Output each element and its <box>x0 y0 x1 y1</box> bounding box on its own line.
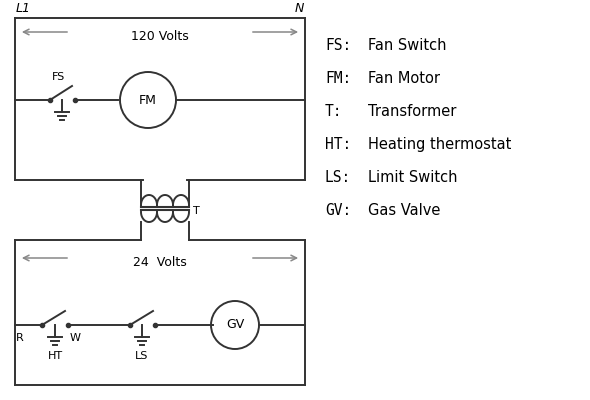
Text: Fan Motor: Fan Motor <box>368 71 440 86</box>
Text: FS:: FS: <box>325 38 351 53</box>
Text: HT: HT <box>47 351 63 361</box>
Text: LS: LS <box>135 351 149 361</box>
Text: R: R <box>16 333 24 343</box>
Text: LS:: LS: <box>325 170 351 185</box>
Text: GV:: GV: <box>325 203 351 218</box>
Text: FM:: FM: <box>325 71 351 86</box>
Text: L1: L1 <box>16 2 31 15</box>
Text: Transformer: Transformer <box>368 104 457 119</box>
Text: Gas Valve: Gas Valve <box>368 203 440 218</box>
Text: 24  Volts: 24 Volts <box>133 256 187 269</box>
Text: Heating thermostat: Heating thermostat <box>368 137 512 152</box>
Text: HT:: HT: <box>325 137 351 152</box>
Text: FM: FM <box>139 94 157 106</box>
Text: 120 Volts: 120 Volts <box>131 30 189 43</box>
Text: GV: GV <box>226 318 244 332</box>
Text: N: N <box>294 2 304 15</box>
Text: Limit Switch: Limit Switch <box>368 170 457 185</box>
Text: W: W <box>70 333 81 343</box>
Text: Fan Switch: Fan Switch <box>368 38 447 53</box>
Text: T: T <box>193 206 200 216</box>
Text: FS: FS <box>52 72 65 82</box>
Text: T:: T: <box>325 104 343 119</box>
